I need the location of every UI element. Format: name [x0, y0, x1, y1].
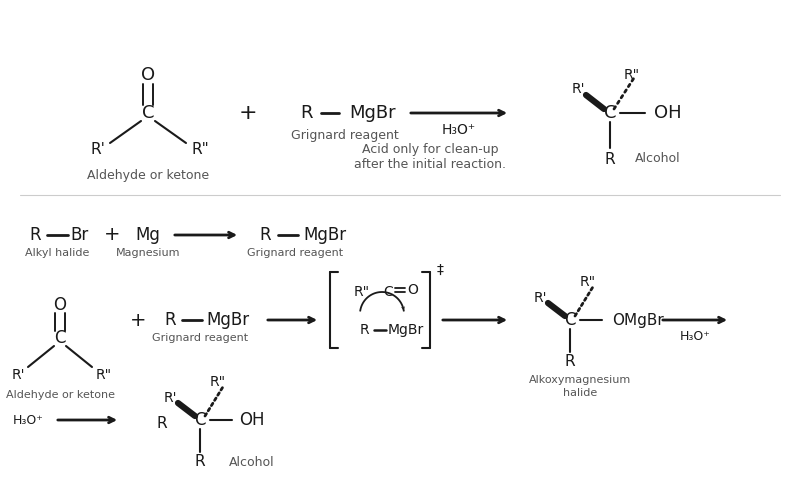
- Text: OMgBr: OMgBr: [612, 313, 664, 327]
- Text: C: C: [54, 329, 66, 347]
- Text: OH: OH: [239, 411, 265, 429]
- Text: R: R: [164, 311, 176, 329]
- Text: Alkyl halide: Alkyl halide: [25, 248, 89, 258]
- Text: Br: Br: [71, 226, 89, 244]
- Text: R: R: [359, 323, 369, 337]
- Text: R: R: [29, 226, 41, 244]
- Text: R": R": [624, 68, 640, 82]
- Text: Grignard reagent: Grignard reagent: [152, 333, 248, 343]
- Text: C: C: [142, 104, 154, 122]
- Text: after the initial reaction.: after the initial reaction.: [354, 158, 506, 171]
- Text: R': R': [11, 368, 25, 382]
- Text: Alcohol: Alcohol: [229, 455, 275, 468]
- Text: Alkoxymagnesium: Alkoxymagnesium: [529, 375, 631, 385]
- Text: R": R": [354, 285, 370, 299]
- Text: +: +: [104, 225, 120, 244]
- Text: ‡: ‡: [437, 263, 443, 277]
- Text: C: C: [383, 285, 393, 299]
- Text: H₃O⁺: H₃O⁺: [442, 123, 476, 137]
- Text: +: +: [130, 311, 146, 330]
- Text: halide: halide: [563, 388, 597, 398]
- Text: OH: OH: [654, 104, 682, 122]
- Text: MgBr: MgBr: [350, 104, 396, 122]
- Text: R': R': [90, 142, 106, 156]
- Text: Acid only for clean-up: Acid only for clean-up: [362, 144, 498, 156]
- Text: Grignard reagent: Grignard reagent: [247, 248, 343, 258]
- Text: R: R: [157, 416, 167, 431]
- Text: R": R": [96, 368, 112, 382]
- Text: Aldehyde or ketone: Aldehyde or ketone: [6, 390, 114, 400]
- Text: Magnesium: Magnesium: [116, 248, 180, 258]
- Text: R': R': [534, 291, 546, 305]
- Text: C: C: [604, 104, 616, 122]
- Text: R": R": [580, 275, 596, 289]
- Text: R': R': [571, 82, 585, 96]
- Text: Aldehyde or ketone: Aldehyde or ketone: [87, 169, 209, 182]
- Text: R': R': [163, 391, 177, 405]
- Text: R: R: [259, 226, 271, 244]
- Text: R: R: [605, 151, 615, 167]
- Text: R: R: [301, 104, 314, 122]
- Text: O: O: [141, 66, 155, 84]
- Text: R": R": [210, 375, 226, 389]
- Text: R": R": [191, 142, 209, 156]
- Text: O: O: [407, 283, 418, 297]
- Text: H₃O⁺: H₃O⁺: [679, 330, 710, 342]
- Text: MgBr: MgBr: [206, 311, 250, 329]
- Text: Alcohol: Alcohol: [635, 152, 681, 166]
- Text: Mg: Mg: [135, 226, 161, 244]
- Text: O: O: [54, 296, 66, 314]
- Text: R: R: [565, 355, 575, 370]
- Text: C: C: [564, 311, 576, 329]
- Text: C: C: [194, 411, 206, 429]
- Text: MgBr: MgBr: [388, 323, 424, 337]
- Text: MgBr: MgBr: [303, 226, 346, 244]
- Text: H₃O⁺: H₃O⁺: [13, 413, 43, 427]
- Text: Grignard reagent: Grignard reagent: [291, 129, 399, 142]
- Text: +: +: [238, 103, 258, 123]
- Text: R: R: [194, 454, 206, 469]
